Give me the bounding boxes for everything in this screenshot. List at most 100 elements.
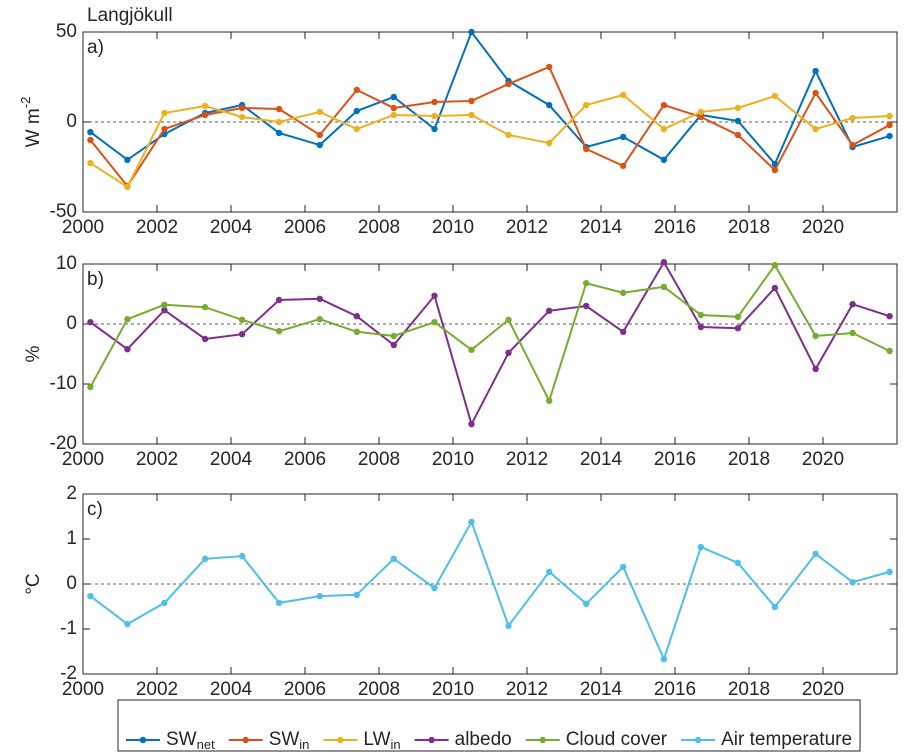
data-point	[849, 579, 856, 586]
data-point	[390, 111, 397, 119]
data-point	[546, 307, 553, 314]
x-tick-label: 2010	[432, 449, 474, 470]
data-point	[238, 552, 246, 560]
x-tick-label: 2004	[210, 217, 253, 238]
data-point	[812, 89, 819, 97]
x-tick-label: 2008	[358, 449, 400, 470]
data-point	[771, 603, 779, 611]
legend-label: SWin	[269, 729, 310, 752]
data-point	[583, 302, 590, 310]
x-tick-label: 2016	[654, 449, 696, 470]
data-point	[201, 102, 209, 110]
data-point	[353, 107, 360, 115]
axes-box	[82, 31, 898, 213]
x-tick-label: 2016	[654, 217, 696, 238]
data-point	[161, 301, 168, 308]
series-line	[89, 93, 890, 189]
y-tick-label: -1	[60, 618, 77, 639]
data-point	[734, 559, 742, 567]
data-point	[316, 141, 323, 149]
legend-subscript: net	[197, 737, 215, 752]
y-axis-label: °C	[23, 573, 44, 594]
x-tick-label: 2008	[358, 679, 400, 700]
y-tick-label: 0	[66, 111, 77, 132]
data-point	[660, 101, 668, 109]
data-point	[886, 132, 893, 140]
data-point	[431, 292, 438, 299]
data-point	[546, 101, 553, 109]
data-point	[316, 592, 323, 600]
data-point	[771, 284, 779, 292]
data-point	[275, 129, 283, 137]
data-point	[87, 128, 94, 136]
legend-label: albedo	[455, 729, 512, 750]
x-tick-label: 2014	[580, 449, 623, 470]
data-point	[353, 86, 360, 94]
data-point	[620, 289, 627, 296]
data-point	[886, 112, 893, 120]
x-tick-label: 2018	[728, 679, 770, 700]
data-point	[124, 620, 131, 628]
data-point	[468, 346, 475, 353]
data-point	[546, 397, 553, 404]
data-point	[546, 139, 553, 147]
data-point	[660, 156, 668, 163]
data-point	[161, 109, 168, 117]
legend-subscript: in	[299, 737, 309, 752]
data-point	[353, 591, 360, 598]
y-tick-label: 0	[66, 573, 77, 594]
series-line	[89, 263, 891, 404]
x-tick-label: 2002	[136, 217, 178, 238]
data-point	[390, 104, 397, 112]
data-point	[353, 125, 360, 133]
data-point	[161, 599, 168, 607]
data-point	[505, 622, 512, 630]
data-point	[316, 108, 323, 116]
x-tick-label: 2006	[284, 679, 326, 700]
data-point	[734, 131, 742, 139]
x-tick-label: 2002	[136, 449, 178, 470]
legend-label: Air temperature	[721, 729, 852, 750]
legend-label: SWnet	[166, 729, 215, 752]
data-point	[697, 311, 705, 319]
data-point	[275, 599, 283, 607]
data-point	[238, 104, 246, 112]
data-point	[546, 63, 553, 71]
data-point	[161, 125, 168, 133]
legend-name: Cloud cover	[566, 729, 668, 750]
series-line	[89, 519, 890, 662]
data-point	[124, 183, 131, 191]
data-point	[849, 301, 856, 308]
data-point	[275, 105, 283, 113]
x-tick-label: 2020	[802, 217, 844, 238]
data-point	[546, 568, 553, 576]
data-point	[353, 328, 360, 335]
data-point	[431, 584, 438, 592]
x-tick-label: 2000	[62, 217, 104, 238]
data-point	[734, 313, 742, 320]
y-axis-label-text: W m	[23, 108, 44, 147]
series-line	[89, 29, 890, 166]
data-point	[431, 112, 438, 120]
data-point	[505, 80, 512, 88]
legend-name: Air temperature	[721, 729, 852, 750]
data-point	[468, 518, 475, 526]
data-point	[390, 93, 397, 101]
data-point	[812, 332, 819, 340]
y-tick-label: 1	[66, 528, 77, 549]
data-point	[849, 141, 856, 149]
data-point	[660, 655, 668, 663]
data-point	[238, 113, 246, 121]
data-point	[468, 28, 475, 36]
legend-name: SW	[166, 729, 197, 750]
x-tick-label: 2012	[506, 217, 548, 238]
y-axis-label: W m-2	[18, 97, 44, 148]
y-tick-label: 2	[66, 483, 77, 504]
axes-box	[82, 493, 898, 675]
y-tick-label: 10	[56, 253, 77, 274]
data-point	[124, 156, 131, 163]
x-tick-label: 2004	[210, 449, 253, 470]
data-point	[620, 563, 627, 571]
x-tick-label: 2004	[210, 679, 253, 700]
